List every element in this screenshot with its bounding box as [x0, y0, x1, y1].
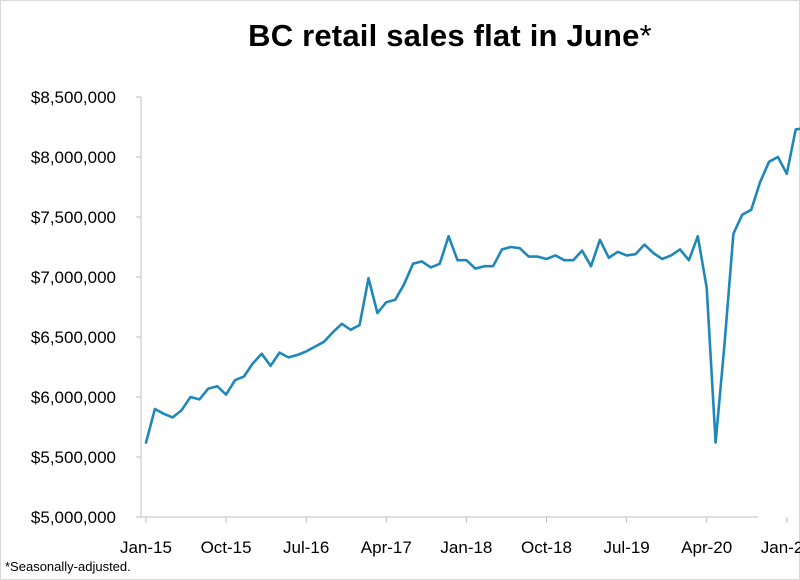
- y-tick-label: $8,000,000: [31, 148, 116, 167]
- series-layer: [144, 127, 800, 444]
- y-tick-label: $6,000,000: [31, 388, 116, 407]
- x-tick-label: Apr-17: [361, 538, 412, 557]
- chart-title-text: BC retail sales flat in June: [248, 18, 640, 53]
- x-tick-label: Apr-20: [681, 538, 732, 557]
- y-axis: $5,000,000 $5,500,000 $6,000,000 $6,500,000…: [31, 88, 142, 527]
- y-tick-label: $6,500,000: [31, 328, 116, 347]
- x-tick-label: Oct-15: [201, 538, 252, 557]
- series-line-retail-sales: [144, 127, 800, 444]
- x-tick-label: Jan-15: [120, 538, 172, 557]
- x-tick-label: Oct-18: [521, 538, 572, 557]
- y-tick-label: $7,000,000: [31, 268, 116, 287]
- footnote: *Seasonally-adjusted.: [5, 559, 131, 574]
- y-tick-label: $5,000,000: [31, 508, 116, 527]
- y-tick-label: $7,500,000: [31, 208, 116, 227]
- x-tick-label: Jan-21: [761, 538, 800, 557]
- chart-title: BC retail sales flat in June*: [0, 18, 800, 54]
- x-tick-label: Jan-18: [440, 538, 492, 557]
- y-tick-label: $8,500,000: [31, 88, 116, 107]
- x-tick-label: Jul-16: [283, 538, 329, 557]
- y-tick-label: $5,500,000: [31, 448, 116, 467]
- x-tick-label: Jul-19: [603, 538, 649, 557]
- chart-title-asterisk: *: [639, 18, 652, 53]
- x-axis: Jan-15 Oct-15 Jul-16 Apr-17 Jan-18 Oct-18 Jul-…: [120, 516, 800, 557]
